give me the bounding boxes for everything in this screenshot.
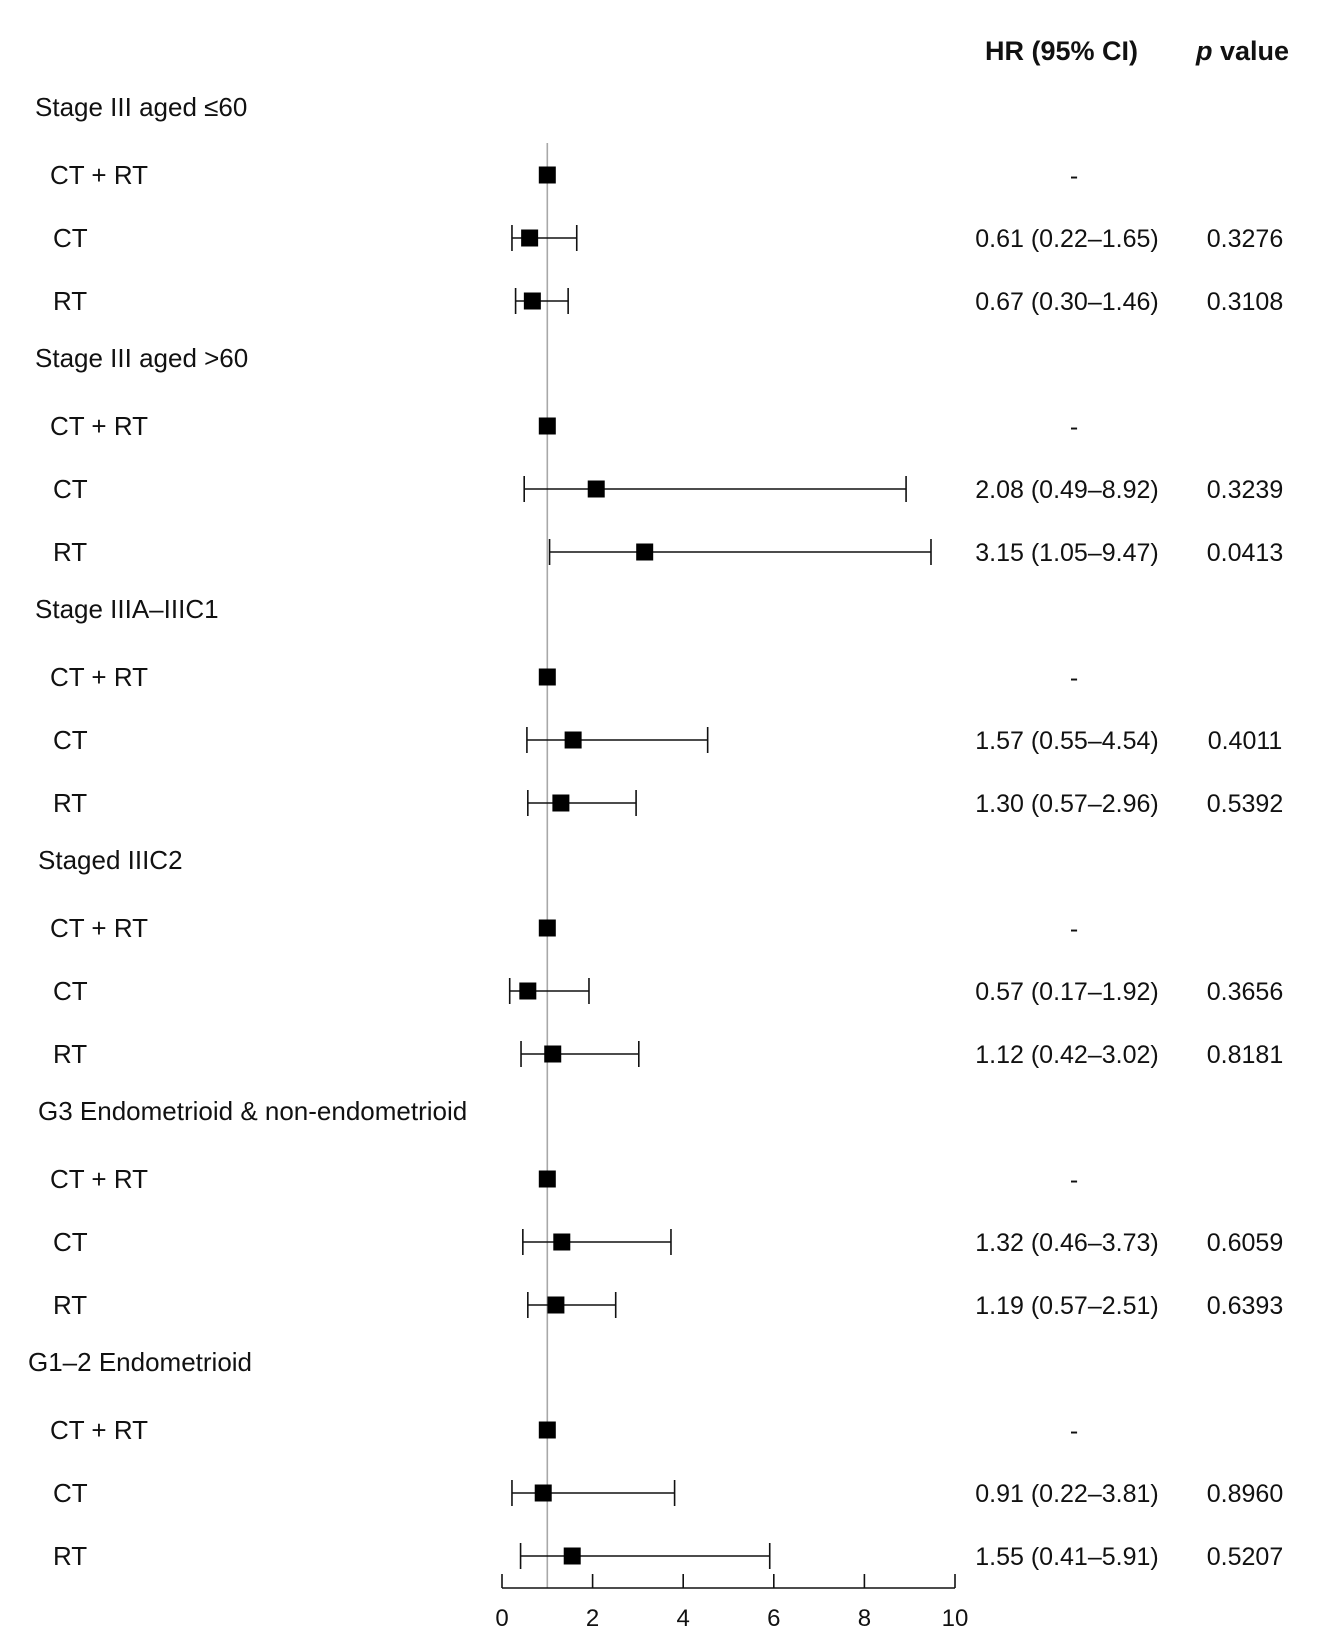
hr-ci-value: - <box>1070 664 1078 692</box>
hr-ci-value: 0.67 (0.30–1.46) <box>975 288 1158 316</box>
hr-point-marker <box>544 1045 562 1063</box>
hr-ci-value: 1.12 (0.42–3.02) <box>975 1041 1158 1069</box>
hr-column-header: HR (95% CI) <box>985 36 1139 66</box>
hr-ci-value: - <box>1070 1417 1078 1445</box>
row-label: RT <box>53 537 87 567</box>
hr-point-marker <box>538 1170 556 1188</box>
hr-point-marker <box>553 1233 571 1251</box>
x-axis-tick-label: 8 <box>858 1605 871 1632</box>
hr-ci-value: 2.08 (0.49–8.92) <box>975 476 1158 504</box>
p-value-suffix: value <box>1212 36 1290 66</box>
hr-ci-value: - <box>1070 1166 1078 1194</box>
hr-point-marker <box>538 1421 556 1439</box>
hr-ci-value: 1.32 (0.46–3.73) <box>975 1229 1158 1257</box>
row-label: RT <box>53 286 87 316</box>
p-value: 0.3656 <box>1207 978 1283 1006</box>
row-label: RT <box>53 1039 87 1069</box>
hr-point-marker <box>538 668 556 686</box>
hr-point-marker <box>563 1547 581 1565</box>
x-axis-tick-label: 6 <box>767 1605 780 1632</box>
p-value: 0.8181 <box>1207 1041 1283 1069</box>
hr-ci-value: - <box>1070 413 1078 441</box>
hr-point-marker <box>519 982 537 1000</box>
hr-ci-value: - <box>1070 162 1078 190</box>
p-value: 0.6059 <box>1207 1229 1283 1257</box>
p-value: 0.8960 <box>1207 1480 1283 1508</box>
x-axis-tick-label: 10 <box>942 1605 969 1632</box>
row-label: CT + RT <box>50 160 148 190</box>
hr-point-marker <box>636 543 654 561</box>
hr-ci-value: 0.57 (0.17–1.92) <box>975 978 1158 1006</box>
hr-ci-value: 0.91 (0.22–3.81) <box>975 1480 1158 1508</box>
row-label: CT + RT <box>50 913 148 943</box>
p-value: 0.3239 <box>1207 476 1283 504</box>
p-value: 0.3108 <box>1207 288 1283 316</box>
hr-point-marker <box>538 919 556 937</box>
row-label: RT <box>53 1290 87 1320</box>
row-label: CT <box>53 976 88 1006</box>
x-axis-tick-label: 2 <box>586 1605 599 1632</box>
row-label: CT <box>53 1478 88 1508</box>
hr-point-marker <box>534 1484 552 1502</box>
hr-ci-value: 0.61 (0.22–1.65) <box>975 225 1158 253</box>
group-label: Stage III aged ≤60 <box>35 92 247 122</box>
hr-point-marker <box>564 731 582 749</box>
row-label: CT <box>53 725 88 755</box>
row-label: CT <box>53 223 88 253</box>
p-value: 0.0413 <box>1207 539 1283 567</box>
group-label: Stage IIIA–IIIC1 <box>35 594 219 624</box>
hr-point-marker <box>547 1296 565 1314</box>
group-label: Staged IIIC2 <box>38 845 183 875</box>
p-value: 0.5392 <box>1207 790 1283 818</box>
hr-ci-value: 1.19 (0.57–2.51) <box>975 1292 1158 1320</box>
hr-ci-value: 1.55 (0.41–5.91) <box>975 1543 1158 1571</box>
p-value: 0.5207 <box>1207 1543 1283 1571</box>
p-value: 0.6393 <box>1207 1292 1283 1320</box>
row-label: CT + RT <box>50 1415 148 1445</box>
hr-ci-value: 1.57 (0.55–4.54) <box>975 727 1158 755</box>
hr-point-marker <box>552 794 570 812</box>
group-label: G1–2 Endometrioid <box>28 1347 252 1377</box>
hr-point-marker <box>538 417 556 435</box>
hr-ci-value: 3.15 (1.05–9.47) <box>975 539 1158 567</box>
row-label: CT <box>53 474 88 504</box>
x-axis-tick-label: 0 <box>495 1605 508 1632</box>
row-label: RT <box>53 788 87 818</box>
hr-point-marker <box>523 292 541 310</box>
group-label: G3 Endometrioid & non-endometrioid <box>38 1096 467 1126</box>
hr-ci-value: 1.30 (0.57–2.96) <box>975 790 1158 818</box>
row-label: CT + RT <box>50 411 148 441</box>
hr-point-marker <box>521 229 539 247</box>
hr-point-marker <box>587 480 605 498</box>
p-value: 0.3276 <box>1207 225 1283 253</box>
hr-point-marker <box>538 166 556 184</box>
row-label: RT <box>53 1541 87 1571</box>
p-italic: p <box>1196 36 1213 66</box>
p-value: 0.4011 <box>1208 727 1283 755</box>
group-label: Stage III aged >60 <box>35 343 248 373</box>
row-label: CT + RT <box>50 662 148 692</box>
p-value-column-header: p value <box>1196 36 1289 67</box>
row-label: CT + RT <box>50 1164 148 1194</box>
row-label: CT <box>53 1227 88 1257</box>
hr-ci-value: - <box>1070 915 1078 943</box>
x-axis-tick-label: 4 <box>677 1605 690 1632</box>
